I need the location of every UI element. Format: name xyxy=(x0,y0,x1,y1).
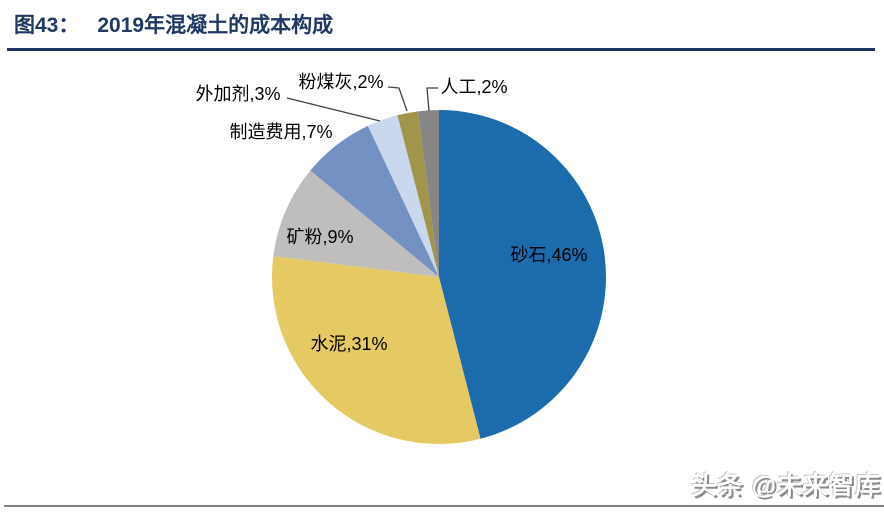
slice-label-水泥: 水泥,31% xyxy=(310,334,387,354)
pie-slice-砂石 xyxy=(439,110,606,439)
slice-label-制造费用: 制造费用,7% xyxy=(229,122,332,142)
watermark: 头条 @未来智库 xyxy=(691,472,881,500)
leader-line-外加剂 xyxy=(286,97,381,122)
slice-label-人工: 人工,2% xyxy=(440,77,507,97)
figure-header: 图43： 2019年混凝土的成本构成 xyxy=(14,12,870,39)
leader-line-人工 xyxy=(426,87,438,112)
title-underline xyxy=(7,48,875,51)
pie-slice-制造费用 xyxy=(310,125,439,277)
slice-label-外加剂: 外加剂,3% xyxy=(195,84,280,104)
pie-slice-外加剂 xyxy=(367,115,439,277)
bottom-divider xyxy=(4,505,884,507)
pie-slice-人工 xyxy=(418,110,439,277)
leader-line-粉煤灰 xyxy=(387,86,408,112)
pie-slice-水泥 xyxy=(272,256,481,444)
slice-label-砂石: 砂石,46% xyxy=(510,245,587,265)
pie-slice-矿粉 xyxy=(273,170,439,277)
figure-title: 2019年混凝土的成本构成 xyxy=(97,14,334,37)
slice-label-矿粉: 矿粉,9% xyxy=(286,227,353,247)
slice-label-粉煤灰: 粉煤灰,2% xyxy=(298,72,383,92)
pie-slice-粉煤灰 xyxy=(397,111,439,277)
figure-label: 图43： xyxy=(14,14,80,37)
